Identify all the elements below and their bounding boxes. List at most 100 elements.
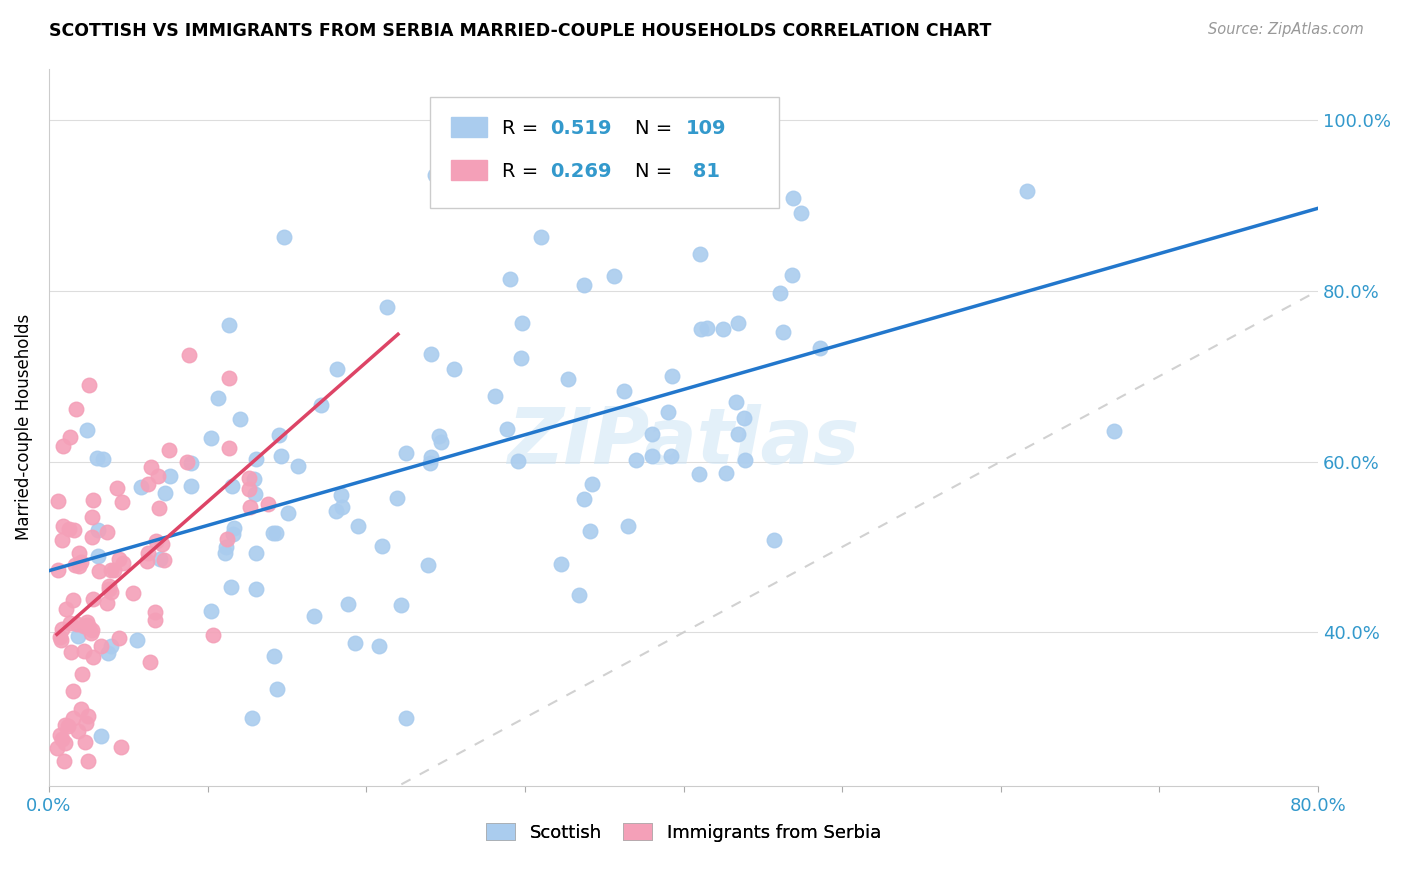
Point — [218, 318, 240, 332]
Point — [689, 247, 711, 261]
Point — [138, 546, 160, 560]
Point — [66, 617, 89, 632]
Point — [245, 545, 267, 559]
Point — [273, 230, 295, 244]
Point — [215, 540, 238, 554]
Point — [97, 578, 120, 592]
Text: R =: R = — [502, 161, 544, 181]
Point — [239, 500, 262, 515]
Point — [82, 492, 104, 507]
Point — [734, 453, 756, 467]
Point — [51, 732, 73, 747]
Point — [509, 351, 531, 365]
Point — [395, 711, 418, 725]
Point — [145, 534, 167, 549]
Point — [727, 427, 749, 442]
Point — [214, 546, 236, 560]
Point — [427, 428, 450, 442]
Point — [53, 736, 76, 750]
Point — [143, 605, 166, 619]
Point — [568, 588, 591, 602]
Point — [59, 430, 82, 444]
Point — [221, 479, 243, 493]
Point — [46, 493, 69, 508]
Point — [772, 326, 794, 340]
Text: 81: 81 — [686, 161, 720, 181]
Point — [443, 362, 465, 376]
Point — [389, 598, 412, 612]
Point — [769, 286, 792, 301]
Point — [82, 650, 104, 665]
Point — [96, 647, 118, 661]
Point — [62, 592, 84, 607]
Point — [135, 554, 157, 568]
Point — [1015, 184, 1038, 198]
Point — [72, 644, 94, 658]
Point — [180, 479, 202, 493]
Point — [689, 322, 711, 336]
Point — [153, 486, 176, 500]
Point — [77, 377, 100, 392]
Point — [496, 422, 519, 436]
Point — [688, 467, 710, 482]
Point — [530, 229, 553, 244]
Point — [108, 551, 131, 566]
Point — [63, 523, 86, 537]
Point — [139, 655, 162, 669]
Point — [1104, 425, 1126, 439]
Point — [76, 615, 98, 630]
Point — [202, 628, 225, 642]
Point — [245, 582, 267, 596]
Point — [309, 398, 332, 412]
Point — [325, 503, 347, 517]
Point — [613, 384, 636, 399]
Point — [75, 735, 97, 749]
Point — [146, 469, 169, 483]
Point — [579, 524, 602, 538]
Point — [103, 563, 125, 577]
Point — [56, 719, 79, 733]
Point — [808, 342, 831, 356]
Point — [661, 369, 683, 384]
Point — [242, 711, 264, 725]
Point — [49, 633, 72, 648]
Point — [218, 442, 240, 456]
Point — [82, 624, 104, 638]
Point — [219, 580, 242, 594]
Point — [266, 682, 288, 697]
Point — [499, 272, 522, 286]
Point — [418, 558, 440, 572]
Point — [87, 549, 110, 563]
Point — [287, 459, 309, 474]
Point — [200, 431, 222, 445]
Point — [77, 620, 100, 634]
Point — [346, 518, 368, 533]
Point — [207, 392, 229, 406]
Text: 0.519: 0.519 — [550, 119, 612, 137]
Point — [100, 585, 122, 599]
Point — [80, 530, 103, 544]
Point — [782, 191, 804, 205]
Point — [711, 322, 734, 336]
Point — [790, 205, 813, 219]
Point — [429, 434, 451, 449]
Point — [395, 446, 418, 460]
Point — [69, 702, 91, 716]
Point — [51, 533, 73, 548]
Point — [371, 539, 394, 553]
Point — [550, 557, 572, 571]
Point — [153, 553, 176, 567]
Point — [733, 410, 755, 425]
Point — [782, 268, 804, 282]
Point — [727, 316, 749, 330]
Point — [111, 556, 134, 570]
Point — [110, 739, 132, 754]
Point — [217, 532, 239, 546]
Point — [641, 427, 664, 442]
Point — [76, 423, 98, 437]
Point — [107, 631, 129, 645]
Point — [87, 564, 110, 578]
Point — [150, 537, 173, 551]
Point — [143, 613, 166, 627]
Point — [70, 667, 93, 681]
